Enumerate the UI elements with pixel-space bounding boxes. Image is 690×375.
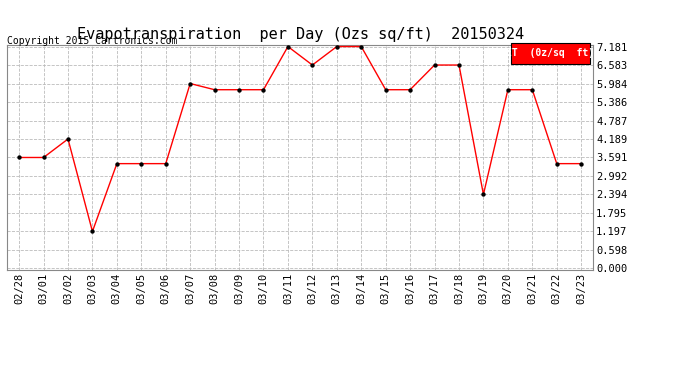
- Point: [307, 62, 318, 68]
- Point: [478, 192, 489, 198]
- Title: Evapotranspiration  per Day (Ozs sq/ft)  20150324: Evapotranspiration per Day (Ozs sq/ft) 2…: [77, 27, 524, 42]
- Text: ET  (0z/sq  ft): ET (0z/sq ft): [506, 48, 594, 58]
- Point: [185, 81, 196, 87]
- Point: [502, 87, 513, 93]
- Point: [160, 160, 171, 166]
- Point: [575, 160, 586, 166]
- Point: [233, 87, 244, 93]
- Text: Copyright 2015 Cartronics.com: Copyright 2015 Cartronics.com: [7, 36, 177, 46]
- Point: [551, 160, 562, 166]
- Point: [38, 154, 49, 160]
- Point: [282, 44, 293, 50]
- Point: [111, 160, 122, 166]
- Point: [453, 62, 464, 68]
- Point: [380, 87, 391, 93]
- Point: [136, 160, 147, 166]
- Point: [356, 44, 367, 50]
- Point: [429, 62, 440, 68]
- Point: [404, 87, 415, 93]
- Point: [526, 87, 538, 93]
- Point: [209, 87, 220, 93]
- Point: [14, 154, 25, 160]
- Point: [63, 136, 74, 142]
- Point: [87, 228, 98, 234]
- Point: [331, 44, 342, 50]
- Point: [258, 87, 269, 93]
